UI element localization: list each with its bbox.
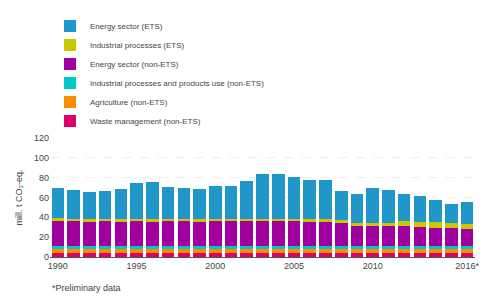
svg-text:Industrial processes (ETS): Industrial processes (ETS) (90, 41, 185, 50)
svg-text:2005: 2005 (284, 261, 304, 271)
svg-text:20: 20 (39, 232, 49, 242)
svg-text:1990: 1990 (48, 261, 68, 271)
svg-text:mill. t CO₂-eq.: mill. t CO₂-eq. (14, 170, 24, 226)
svg-text:Energy sector (non-ETS): Energy sector (non-ETS) (90, 60, 179, 69)
svg-text:80: 80 (39, 173, 49, 183)
svg-text:1995: 1995 (127, 261, 147, 271)
svg-text:Waste management (non-ETS): Waste management (non-ETS) (90, 117, 201, 126)
svg-text:2000: 2000 (205, 261, 225, 271)
svg-text:2016*: 2016* (455, 261, 479, 271)
svg-text:*Preliminary data: *Preliminary data (52, 283, 121, 293)
svg-text:Industrial processes and produ: Industrial processes and products use (n… (90, 79, 264, 88)
svg-text:120: 120 (34, 133, 49, 143)
svg-text:0: 0 (44, 252, 49, 262)
svg-text:100: 100 (34, 153, 49, 163)
svg-text:Agriculture (non-ETS): Agriculture (non-ETS) (90, 98, 168, 107)
svg-text:40: 40 (39, 212, 49, 222)
svg-text:Energy sector (ETS): Energy sector (ETS) (90, 22, 163, 31)
svg-text:60: 60 (39, 193, 49, 203)
svg-text:2010: 2010 (363, 261, 383, 271)
